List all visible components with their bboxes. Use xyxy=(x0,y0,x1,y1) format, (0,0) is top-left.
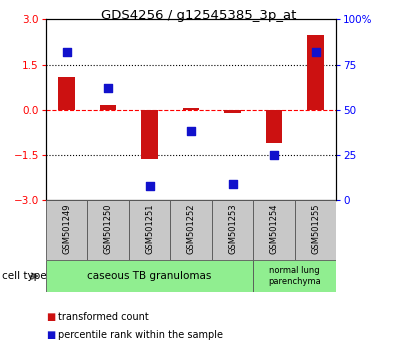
Point xyxy=(271,152,277,158)
Bar xyxy=(58,76,75,110)
Point xyxy=(63,49,70,55)
Bar xyxy=(253,200,295,260)
Text: caseous TB granulomas: caseous TB granulomas xyxy=(87,271,212,281)
Text: GSM501250: GSM501250 xyxy=(103,204,113,254)
Bar xyxy=(46,260,253,292)
Point xyxy=(312,49,319,55)
Bar xyxy=(46,200,87,260)
Point xyxy=(146,183,153,188)
Text: transformed count: transformed count xyxy=(58,312,148,322)
Text: GSM501255: GSM501255 xyxy=(311,204,320,254)
Point xyxy=(188,129,194,134)
Bar xyxy=(266,110,282,143)
Bar xyxy=(100,105,116,110)
Point xyxy=(105,85,111,91)
Text: normal lung
parenchyma: normal lung parenchyma xyxy=(268,267,321,286)
Text: ■: ■ xyxy=(46,330,55,339)
Bar xyxy=(307,34,324,110)
Text: GDS4256 / g12545385_3p_at: GDS4256 / g12545385_3p_at xyxy=(101,9,297,22)
Bar xyxy=(87,200,129,260)
Bar xyxy=(141,110,158,159)
Bar xyxy=(224,110,241,113)
Text: GSM501254: GSM501254 xyxy=(269,204,279,254)
Text: cell type: cell type xyxy=(2,271,47,281)
Bar xyxy=(129,200,170,260)
Text: GSM501252: GSM501252 xyxy=(187,204,195,254)
Text: GSM501249: GSM501249 xyxy=(62,204,71,254)
Point xyxy=(229,181,236,187)
Bar xyxy=(183,108,199,110)
Text: ■: ■ xyxy=(46,312,55,322)
Bar xyxy=(170,200,212,260)
Text: GSM501251: GSM501251 xyxy=(145,204,154,254)
Text: percentile rank within the sample: percentile rank within the sample xyxy=(58,330,223,339)
Bar xyxy=(253,260,336,292)
Bar xyxy=(295,200,336,260)
Bar xyxy=(212,200,253,260)
Text: GSM501253: GSM501253 xyxy=(228,204,237,254)
